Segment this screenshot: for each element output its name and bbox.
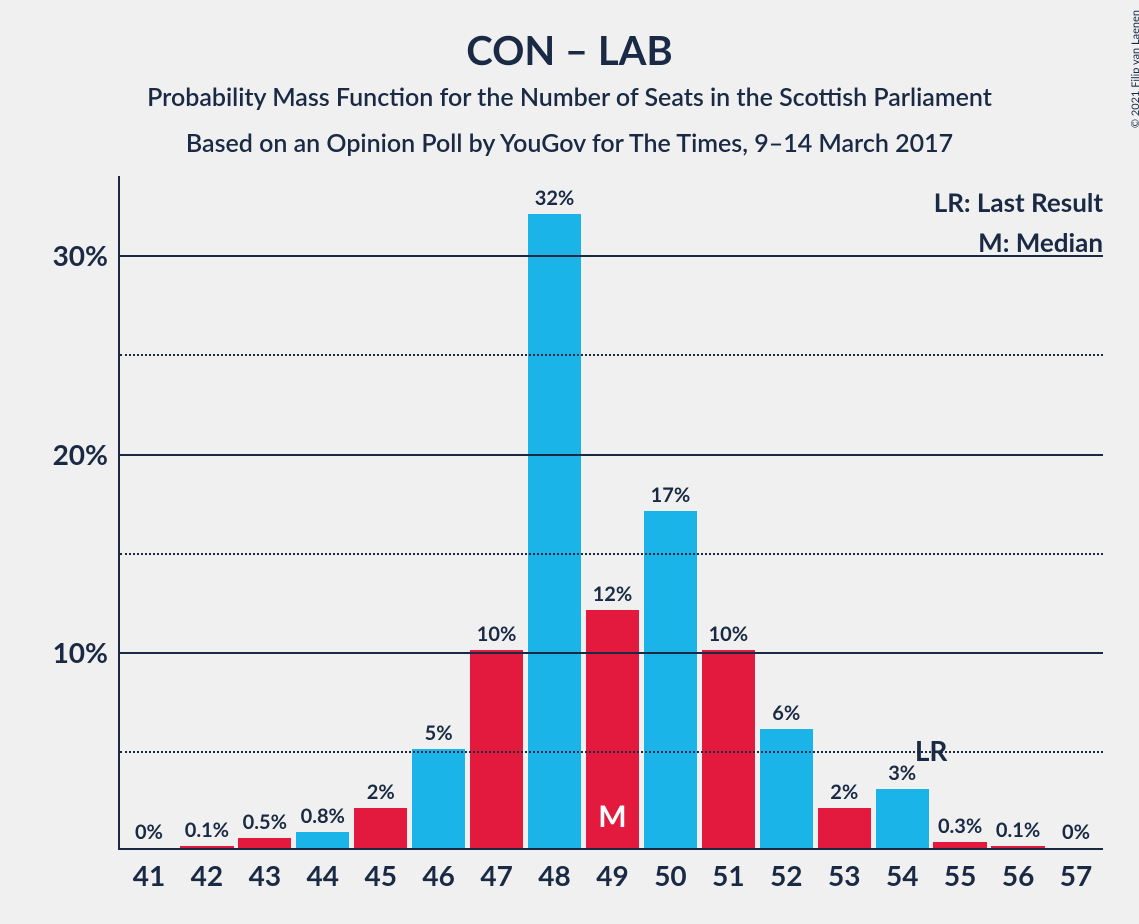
bar-value-label: 0.1% xyxy=(185,818,229,846)
bar: 5% xyxy=(412,749,465,848)
gridline-major xyxy=(120,454,1103,456)
chart-title: CON – LAB xyxy=(0,26,1139,74)
bar-value-label: 12% xyxy=(593,582,633,610)
bar: 0.8% xyxy=(296,832,349,848)
xtick-label: 45 xyxy=(364,848,396,892)
gridline-major xyxy=(120,652,1103,654)
ytick-label: 20% xyxy=(53,437,120,471)
bar: 0.5% xyxy=(238,838,291,848)
bar: 12%M xyxy=(586,610,639,848)
gridline-minor xyxy=(120,553,1103,555)
xtick-label: 54 xyxy=(886,848,918,892)
bar: 3% xyxy=(876,789,929,848)
xtick-label: 49 xyxy=(596,848,628,892)
chart-subtitle-2: Based on an Opinion Poll by YouGov for T… xyxy=(0,128,1139,158)
bar-value-label: 3% xyxy=(888,761,916,789)
bar-value-label: 2% xyxy=(830,780,858,808)
bar-value-label: 0.1% xyxy=(996,818,1040,846)
bar-value-label: 17% xyxy=(651,483,691,511)
bar-value-label: 0% xyxy=(1062,820,1090,848)
xtick-label: 56 xyxy=(1002,848,1034,892)
xtick-label: 53 xyxy=(828,848,860,892)
xtick-label: 44 xyxy=(307,848,339,892)
copyright-text: © 2021 Filip van Laenen xyxy=(1129,10,1139,128)
xtick-label: 55 xyxy=(944,848,976,892)
bar-value-label: 6% xyxy=(772,701,800,729)
bar-value-label: 10% xyxy=(477,622,517,650)
bar-value-label: 0% xyxy=(135,820,163,848)
gridline-minor xyxy=(120,354,1103,356)
ytick-label: 30% xyxy=(53,238,120,272)
xtick-label: 42 xyxy=(191,848,223,892)
bar-value-label: 5% xyxy=(425,721,453,749)
bar-value-label: 0.5% xyxy=(243,810,287,838)
bar-value-label: 10% xyxy=(709,622,749,650)
ytick-label: 10% xyxy=(53,635,120,669)
xtick-label: 46 xyxy=(422,848,454,892)
xtick-label: 48 xyxy=(538,848,570,892)
xtick-label: 52 xyxy=(770,848,802,892)
bar: 6% xyxy=(760,729,813,848)
bar-value-label: 0.3% xyxy=(938,814,982,842)
chart-subtitle-1: Probability Mass Function for the Number… xyxy=(0,82,1139,112)
bar: 2% xyxy=(818,808,871,848)
bar: 10% xyxy=(470,650,523,848)
median-marker: M xyxy=(598,798,626,834)
xtick-label: 50 xyxy=(654,848,686,892)
bar-value-label: 32% xyxy=(535,186,575,214)
xtick-label: 47 xyxy=(480,848,512,892)
bar: 10% xyxy=(702,650,755,848)
xtick-label: 43 xyxy=(249,848,281,892)
bar-value-label: 2% xyxy=(367,780,395,808)
xtick-label: 57 xyxy=(1060,848,1092,892)
gridline-major xyxy=(120,255,1103,257)
bars-container: 0%0.1%0.5%0.8%2%5%10%32%12%M17%10%6%2%3%… xyxy=(120,176,1103,848)
chart-plot-area: 0%0.1%0.5%0.8%2%5%10%32%12%M17%10%6%2%3%… xyxy=(118,176,1103,850)
bar: 17% xyxy=(644,511,697,848)
xtick-label: 41 xyxy=(133,848,165,892)
bar-value-label: 0.8% xyxy=(301,804,345,832)
last-result-marker: LR xyxy=(915,733,948,767)
gridline-minor xyxy=(120,751,1103,753)
bar: 2% xyxy=(354,808,407,848)
xtick-label: 51 xyxy=(712,848,744,892)
